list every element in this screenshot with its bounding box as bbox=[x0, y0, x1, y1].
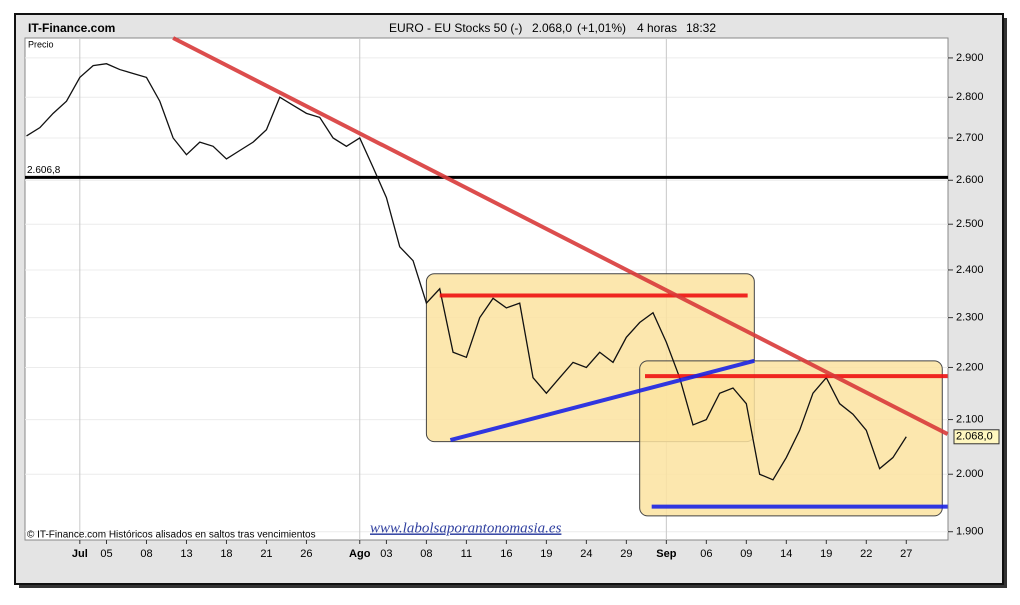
x-tick-label: Sep bbox=[656, 548, 676, 560]
price-line bbox=[26, 63, 907, 481]
y-tick-label: 2.600 bbox=[956, 174, 984, 186]
price: 2.068,0 bbox=[532, 21, 572, 35]
watermark: www.labolsaporantonomasia.es bbox=[370, 520, 562, 536]
x-tick-label: 24 bbox=[580, 548, 592, 560]
trendline bbox=[172, 36, 949, 436]
x-tick-label: 13 bbox=[180, 548, 192, 560]
change: (+1,01%) bbox=[577, 21, 626, 35]
x-tick-label: 18 bbox=[220, 548, 232, 560]
x-tick-label: 27 bbox=[900, 548, 912, 560]
zone bbox=[639, 360, 943, 517]
y-tick-label: 2.300 bbox=[956, 312, 984, 324]
y-tick-label: 1.900 bbox=[956, 526, 984, 538]
y-tick-label: 2.700 bbox=[956, 132, 984, 144]
x-tick-label: 22 bbox=[860, 548, 872, 560]
y-tick-label: 2.900 bbox=[956, 52, 984, 64]
time: 18:32 bbox=[686, 21, 716, 35]
trendline bbox=[449, 358, 755, 442]
y-tick-label: 2.800 bbox=[956, 91, 984, 103]
last-price-label: 2.068,0 bbox=[956, 431, 993, 443]
footnote: © IT-Finance.com Históricos alisados en … bbox=[27, 530, 316, 541]
x-tick-label: 03 bbox=[380, 548, 392, 560]
x-tick-label: 19 bbox=[540, 548, 552, 560]
x-tick-label: 19 bbox=[820, 548, 832, 560]
x-tick-label: 09 bbox=[740, 548, 752, 560]
x-tick-label: 16 bbox=[500, 548, 512, 560]
interval: 4 horas bbox=[637, 21, 677, 35]
y-tick-label: 2.200 bbox=[956, 361, 984, 373]
x-tick-label: 14 bbox=[780, 548, 792, 560]
source: IT-Finance.com bbox=[28, 21, 115, 35]
x-tick-label: Ago bbox=[349, 548, 371, 560]
y-tick-label: 2.400 bbox=[956, 264, 984, 276]
x-tick-label: 21 bbox=[260, 548, 272, 560]
x-tick-label: 08 bbox=[420, 548, 432, 560]
x-tick-label: 26 bbox=[300, 548, 312, 560]
y-tick-label: 2.000 bbox=[956, 468, 984, 480]
y-tick-label: 2.500 bbox=[956, 218, 984, 230]
x-tick-label: 05 bbox=[100, 548, 112, 560]
x-tick-label: 29 bbox=[620, 548, 632, 560]
level-label: 2.606,8 bbox=[27, 165, 61, 176]
last-price-box bbox=[953, 429, 1000, 445]
y-tick-label: 2.100 bbox=[956, 413, 984, 425]
chart-title: EURO - EU Stocks 50 (-) bbox=[389, 21, 522, 35]
x-tick-label: Jul bbox=[72, 548, 88, 560]
x-tick-label: 06 bbox=[700, 548, 712, 560]
x-tick-label: 08 bbox=[140, 548, 152, 560]
x-tick-label: 11 bbox=[461, 548, 472, 560]
y-label: Precio bbox=[28, 39, 54, 49]
